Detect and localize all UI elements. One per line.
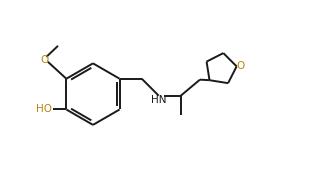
Text: O: O: [237, 61, 245, 71]
Text: O: O: [40, 55, 48, 65]
Text: HN: HN: [151, 95, 167, 105]
Text: HO: HO: [36, 105, 52, 115]
